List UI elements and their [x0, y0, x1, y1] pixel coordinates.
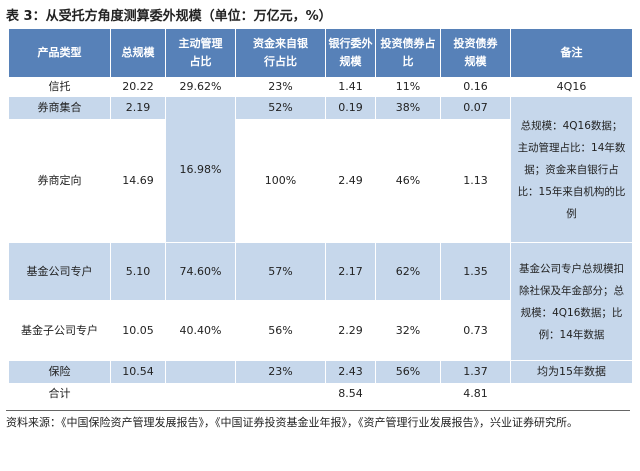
- header-cell: 备注: [510, 28, 633, 78]
- cell: 20.22: [110, 77, 166, 97]
- cell: 1.41: [325, 77, 376, 97]
- note-cell: 基金公司专户总规模扣除社保及年金部分；总规模：4Q16数据；比例：14年数据: [510, 242, 633, 361]
- cell: 16.98%: [165, 96, 236, 243]
- cell: 5.10: [110, 242, 166, 301]
- source-note: 资料来源：《中国保险资产管理发展报告》，《中国证券投资基金业年报》，《资产管理行…: [6, 410, 630, 433]
- cell: 11%: [375, 77, 441, 97]
- header-cell: 投资债券规模: [440, 28, 511, 78]
- header-cell: 产品类型: [8, 28, 111, 78]
- cell: 保险: [8, 360, 111, 384]
- cell: 0.19: [325, 96, 376, 120]
- cell: 23%: [235, 360, 326, 384]
- header-cell: 主动管理占比: [165, 28, 236, 78]
- cell: 券商定向: [8, 119, 111, 243]
- cell: 1.13: [440, 119, 511, 243]
- row: 券商定向 14.69 100% 2.49 46% 1.13: [8, 119, 633, 243]
- cell: 0.16: [440, 77, 511, 97]
- cell: 0.73: [440, 300, 511, 361]
- cell: 100%: [235, 119, 326, 243]
- cell: [165, 360, 236, 384]
- cell: 4.81: [440, 383, 511, 405]
- cell: 基金公司专户: [8, 242, 111, 301]
- cell: 40.40%: [165, 300, 236, 361]
- cell: 1.37: [440, 360, 511, 384]
- cell: 2.17: [325, 242, 376, 301]
- cell: 23%: [235, 77, 326, 97]
- cell: [375, 383, 441, 405]
- row: 信托 20.22 29.62% 23% 1.41 11% 0.16 4Q16: [8, 77, 633, 97]
- cell: 56%: [375, 360, 441, 384]
- cell: 2.49: [325, 119, 376, 243]
- cell: [165, 383, 236, 405]
- cell: 57%: [235, 242, 326, 301]
- cell: 8.54: [325, 383, 376, 405]
- cell: 32%: [375, 300, 441, 361]
- cell: [510, 383, 633, 405]
- cell: [235, 383, 326, 405]
- cell: 合计: [8, 383, 111, 405]
- table: 产品类型 总规模 主动管理占比 资金来自银行占比 银行委外规模 投资债券占比 投…: [8, 28, 633, 405]
- cell: 0.07: [440, 96, 511, 120]
- cell: 券商集合: [8, 96, 111, 120]
- cell: 56%: [235, 300, 326, 361]
- cell: 2.29: [325, 300, 376, 361]
- cell: 10.54: [110, 360, 166, 384]
- row: 基金公司专户 5.10 74.60% 57% 2.17 62% 1.35 基金公…: [8, 242, 633, 361]
- header-cell: 投资债券占比: [375, 28, 441, 78]
- cell: 2.43: [325, 360, 376, 384]
- header-cell: 资金来自银行占比: [235, 28, 326, 78]
- cell: 46%: [375, 119, 441, 243]
- cell: 62%: [375, 242, 441, 301]
- cell: 1.35: [440, 242, 511, 301]
- table-title: 表 3：从受托方角度测算委外规模（单位：万亿元，%）: [6, 9, 332, 24]
- cell: 52%: [235, 96, 326, 120]
- cell: 10.05: [110, 300, 166, 361]
- cell: 基金子公司专户: [8, 300, 111, 361]
- row: 基金子公司专户 10.05 40.40% 56% 2.29 32% 0.73: [8, 300, 633, 361]
- header-cell: 总规模: [110, 28, 166, 78]
- header-cell: 银行委外规模: [325, 28, 376, 78]
- cell: 信托: [8, 77, 111, 97]
- row: 保险 10.54 23% 2.43 56% 1.37 均为15年数据: [8, 360, 633, 384]
- header-row: 产品类型 总规模 主动管理占比 资金来自银行占比 银行委外规模 投资债券占比 投…: [8, 28, 633, 78]
- cell: [110, 383, 166, 405]
- note-cell: 总规模：4Q16数据；主动管理占比：14年数据；资金来自银行占比：15年来自机构…: [510, 96, 633, 243]
- row: 券商集合 2.19 16.98% 52% 0.19 38% 0.07 总规模：4…: [8, 96, 633, 243]
- cell: 均为15年数据: [510, 360, 633, 384]
- cell: 4Q16: [510, 77, 633, 97]
- cell: 29.62%: [165, 77, 236, 97]
- cell: 2.19: [110, 96, 166, 120]
- cell: 74.60%: [165, 242, 236, 301]
- cell: 38%: [375, 96, 441, 120]
- cell: 14.69: [110, 119, 166, 243]
- row: 合计 8.54 4.81: [8, 383, 633, 405]
